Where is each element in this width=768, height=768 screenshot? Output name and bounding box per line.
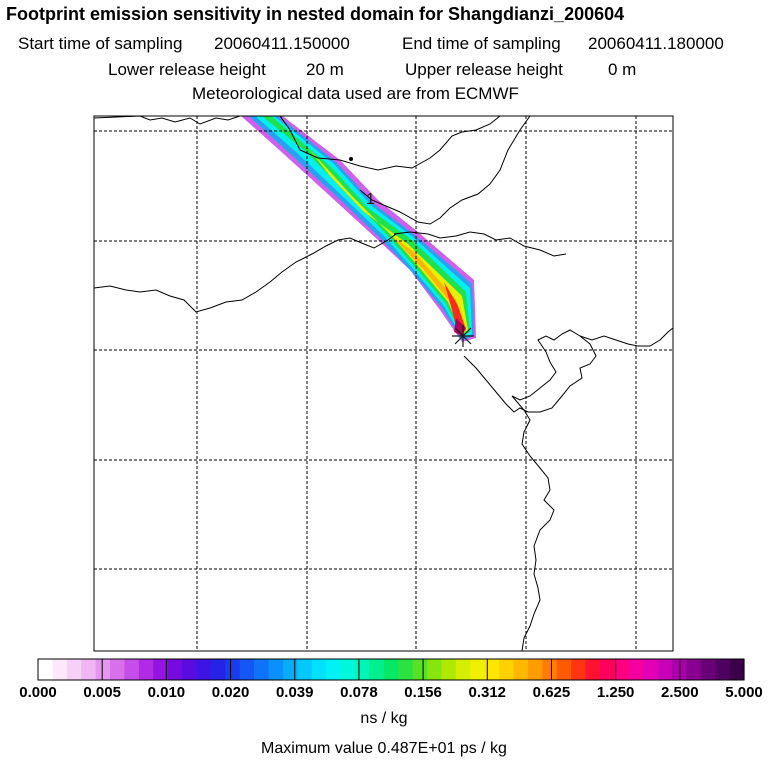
upper-height-value: 0 m [608, 60, 637, 79]
colorbar-segment [715, 659, 731, 680]
colorbar-segment [124, 659, 140, 680]
colorbar-segment [427, 659, 443, 680]
colorbar-segment [499, 659, 515, 680]
colorbar-segment [398, 659, 414, 680]
plume-level-yellow [310, 150, 468, 334]
city-dot [349, 157, 353, 161]
colorbar-segment [95, 659, 111, 680]
colorbar-segment [643, 659, 659, 680]
colorbar-segment [254, 659, 270, 680]
map-frame [93, 115, 674, 652]
colorbar-segment [153, 659, 169, 680]
colorbar-tick-label: 2.500 [661, 684, 699, 701]
station-marker [452, 325, 474, 347]
colorbar-segment [110, 659, 126, 680]
colorbar-segment [441, 659, 457, 680]
start-time-value: 20060411.150000 [214, 34, 350, 53]
colorbar-segment [38, 659, 54, 680]
colorbar-segment [686, 659, 702, 680]
met-data-line: Meteorological data used are from ECMWF [192, 84, 519, 103]
upper-height-label: Upper release height [405, 60, 563, 79]
colorbar-segment [66, 659, 82, 680]
colorbar-tick-label: 0.039 [275, 684, 314, 701]
colorbar-segment [455, 659, 471, 680]
colorbar [37, 659, 745, 680]
colorbar-segment [354, 659, 370, 680]
lower-height-label: Lower release height [108, 60, 266, 79]
colorbar-segment [470, 659, 486, 680]
colorbar-tick-label: 0.156 [404, 684, 442, 701]
colorbar-segment [225, 659, 241, 680]
colorbar-segment [556, 659, 572, 680]
colorbar-segment [182, 659, 198, 680]
colorbar-segment [297, 659, 313, 680]
lower-height-value: 20 m [306, 60, 344, 79]
colorbar-segment [268, 659, 284, 680]
colorbar-segment [527, 659, 543, 680]
colorbar-segment [326, 659, 342, 680]
colorbar-segment [729, 659, 745, 680]
colorbar-segment [239, 659, 255, 680]
colorbar-segment [52, 659, 68, 680]
colorbar-segment [571, 659, 587, 680]
colorbar-segment [210, 659, 226, 680]
end-time-label: End time of sampling [402, 34, 561, 53]
colorbar-segment [412, 659, 428, 680]
colorbar-tick-label: 0.312 [468, 684, 507, 701]
colorbar-tick-label: 0.625 [532, 684, 571, 701]
colorbar-segment [81, 659, 97, 680]
colorbar-segment [599, 659, 615, 680]
plume-level-magenta [241, 116, 476, 342]
colorbar-segment [138, 659, 154, 680]
colorbar-segment [383, 659, 399, 680]
chart-title: Footprint emission sensitivity in nested… [6, 4, 625, 24]
colorbar-tick-label: 1.250 [596, 684, 635, 701]
colorbar-segment [628, 659, 644, 680]
colorbar-tick-label: 5.000 [725, 684, 763, 701]
colorbar-segment [657, 659, 673, 680]
end-time-value: 20060411.180000 [588, 34, 724, 53]
colorbar-segment [282, 659, 298, 680]
colorbar-tick-label: 0.000 [19, 684, 57, 701]
colorbar-segment [340, 659, 356, 680]
colorbar-tick-label: 0.078 [340, 684, 378, 701]
colorbar-segment [311, 659, 327, 680]
colorbar-segment [542, 659, 558, 680]
colorbar-segment [484, 659, 500, 680]
colorbar-tick-label: 0.005 [83, 684, 121, 701]
colorbar-segment [585, 659, 601, 680]
coastlines [94, 116, 673, 651]
colorbar-frame [37, 658, 745, 681]
colorbar-tick-label: 0.010 [147, 684, 186, 701]
grid-lines [94, 116, 673, 651]
colorbar-segment [700, 659, 716, 680]
max-value-text: Maximum value 0.487E+01 ps / kg [261, 740, 507, 757]
colorbar-segment [513, 659, 529, 680]
colorbar-tick-label: 0.020 [211, 684, 250, 701]
colorbar-segment [196, 659, 212, 680]
plume-level-red [444, 282, 466, 334]
contour-label: 1 [366, 191, 375, 208]
colorbar-segment [369, 659, 385, 680]
colorbar-unit: ns / kg [360, 710, 408, 727]
colorbar-segment [614, 659, 630, 680]
colorbar-segment [167, 659, 183, 680]
plume-level-cyan [255, 116, 472, 338]
start-time-label: Start time of sampling [18, 34, 183, 53]
